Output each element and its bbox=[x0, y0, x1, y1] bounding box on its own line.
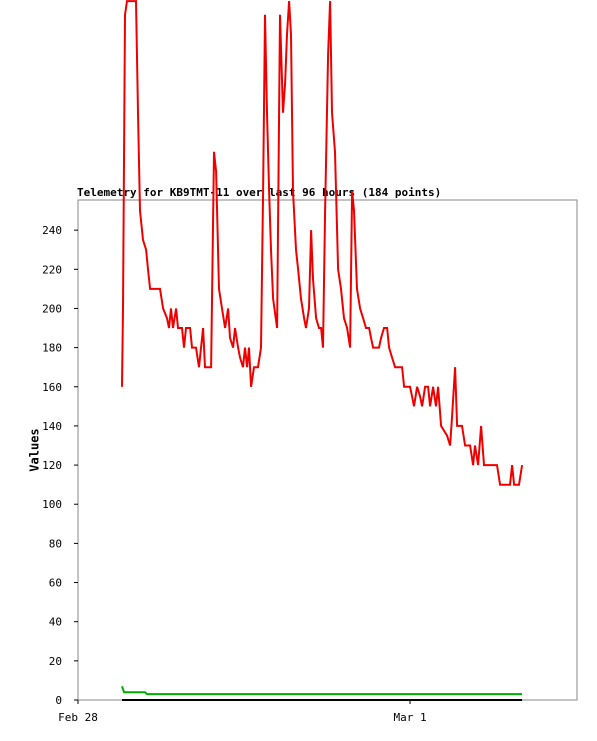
y-tick-label: 100 bbox=[42, 498, 62, 511]
y-tick-label: 160 bbox=[42, 381, 62, 394]
y-tick-label: 140 bbox=[42, 420, 62, 433]
y-axis-label: Values bbox=[28, 428, 42, 471]
y-tick-label: 0 bbox=[55, 694, 62, 707]
chart-title: Telemetry for KB9TMT-11 over last 96 hou… bbox=[77, 186, 441, 199]
y-tick-label: 20 bbox=[49, 655, 62, 668]
y-tick-label: 220 bbox=[42, 263, 62, 276]
y-tick-label: 120 bbox=[42, 459, 62, 472]
y-tick-label: 60 bbox=[49, 577, 62, 590]
line-series bbox=[121, 685, 523, 696]
x-tick-label: Mar 1 bbox=[393, 711, 426, 724]
y-tick-label: 40 bbox=[49, 616, 62, 629]
y-tick-label: 240 bbox=[42, 224, 62, 237]
y-tick-label: 200 bbox=[42, 302, 62, 315]
y-tick-label: 180 bbox=[42, 342, 62, 355]
x-tick-label: Feb 28 bbox=[58, 711, 98, 724]
y-tick-label: 80 bbox=[49, 537, 62, 550]
line-series bbox=[121, 0, 524, 486]
plot-frame bbox=[77, 199, 578, 701]
